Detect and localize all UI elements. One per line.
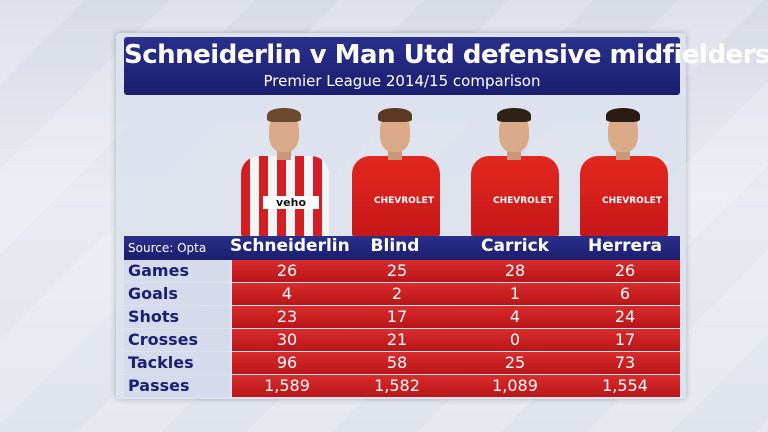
row-cells: 96 58 25 73 [232, 352, 680, 374]
red-shirt: CHEVROLET [580, 156, 668, 236]
stat-value: 58 [386, 353, 408, 372]
stat-value: 30 [276, 330, 298, 349]
player-name-blind: Blind [370, 236, 420, 256]
stat-value: 2 [391, 284, 403, 303]
stat-value: 28 [504, 261, 526, 280]
stat-value: 0 [509, 330, 521, 349]
row-label: Shots [124, 306, 230, 328]
table-row: Tackles 96 58 25 73 [124, 352, 680, 374]
row-cells: 1,589 1,582 1,089 1,554 [232, 375, 680, 397]
row-label: Goals [124, 283, 230, 305]
stat-value: 26 [614, 261, 636, 280]
row-label: Passes [124, 375, 230, 397]
player-photo-herrera: CHEVROLET [574, 104, 674, 236]
stat-value: 17 [614, 330, 636, 349]
table-row: Goals 4 2 1 6 [124, 283, 680, 305]
stat-value: 23 [276, 307, 298, 326]
stat-value: 17 [386, 307, 408, 326]
shirt-sponsor: veho [263, 196, 319, 209]
stat-value: 25 [504, 353, 526, 372]
title-box: Schneiderlin v Man Utd defensive midfiel… [124, 37, 768, 95]
row-cells: 4 2 1 6 [232, 283, 680, 305]
stat-value: 1,582 [374, 376, 420, 395]
red-shirt: CHEVROLET [352, 156, 440, 236]
graphic-subtitle: Premier League 2014/15 comparison [263, 72, 541, 90]
row-cells: 30 21 0 17 [232, 329, 680, 351]
row-label: Games [124, 260, 230, 282]
stat-value: 24 [614, 307, 636, 326]
stat-value: 1,589 [264, 376, 310, 395]
graphic-title: Schneiderlin v Man Utd defensive midfiel… [124, 40, 768, 70]
stat-value: 73 [614, 353, 636, 372]
player-name-carrick: Carrick [481, 236, 549, 256]
stat-value: 1 [509, 284, 521, 303]
row-cells: 26 25 28 26 [232, 260, 680, 282]
shirt-sponsor: CHEVROLET [493, 196, 553, 206]
stat-value: 1,089 [492, 376, 538, 395]
table-row: Games 26 25 28 26 [124, 260, 680, 282]
player-photo-carrick: CHEVROLET [465, 104, 565, 236]
shirt-sponsor: CHEVROLET [602, 196, 662, 206]
player-photo-blind: CHEVROLET [346, 104, 446, 236]
stat-value: 96 [276, 353, 298, 372]
shirt-sponsor: CHEVROLET [374, 196, 434, 206]
table-row: Crosses 30 21 0 17 [124, 329, 680, 351]
striped-shirt: veho [241, 156, 329, 236]
player-name-schneiderlin: Schneiderlin [230, 236, 350, 256]
stat-value: 26 [276, 261, 298, 280]
row-label: Tackles [124, 352, 230, 374]
table-row: Shots 23 17 4 24 [124, 306, 680, 328]
stat-value: 4 [509, 307, 521, 326]
stat-value: 1,554 [602, 376, 648, 395]
row-label: Crosses [124, 329, 230, 351]
table-header: Source: Opta Schneiderlin Blind Carrick … [124, 236, 680, 260]
stat-value: 4 [281, 284, 293, 303]
player-name-herrera: Herrera [588, 236, 662, 256]
row-cells: 23 17 4 24 [232, 306, 680, 328]
red-shirt: CHEVROLET [471, 156, 559, 236]
table-row: Passes 1,589 1,582 1,089 1,554 [124, 375, 680, 397]
source-label: Source: Opta [128, 241, 207, 255]
stat-value: 6 [619, 284, 631, 303]
stat-value: 21 [386, 330, 408, 349]
player-photo-schneiderlin: veho [235, 104, 335, 236]
stat-value: 25 [386, 261, 408, 280]
